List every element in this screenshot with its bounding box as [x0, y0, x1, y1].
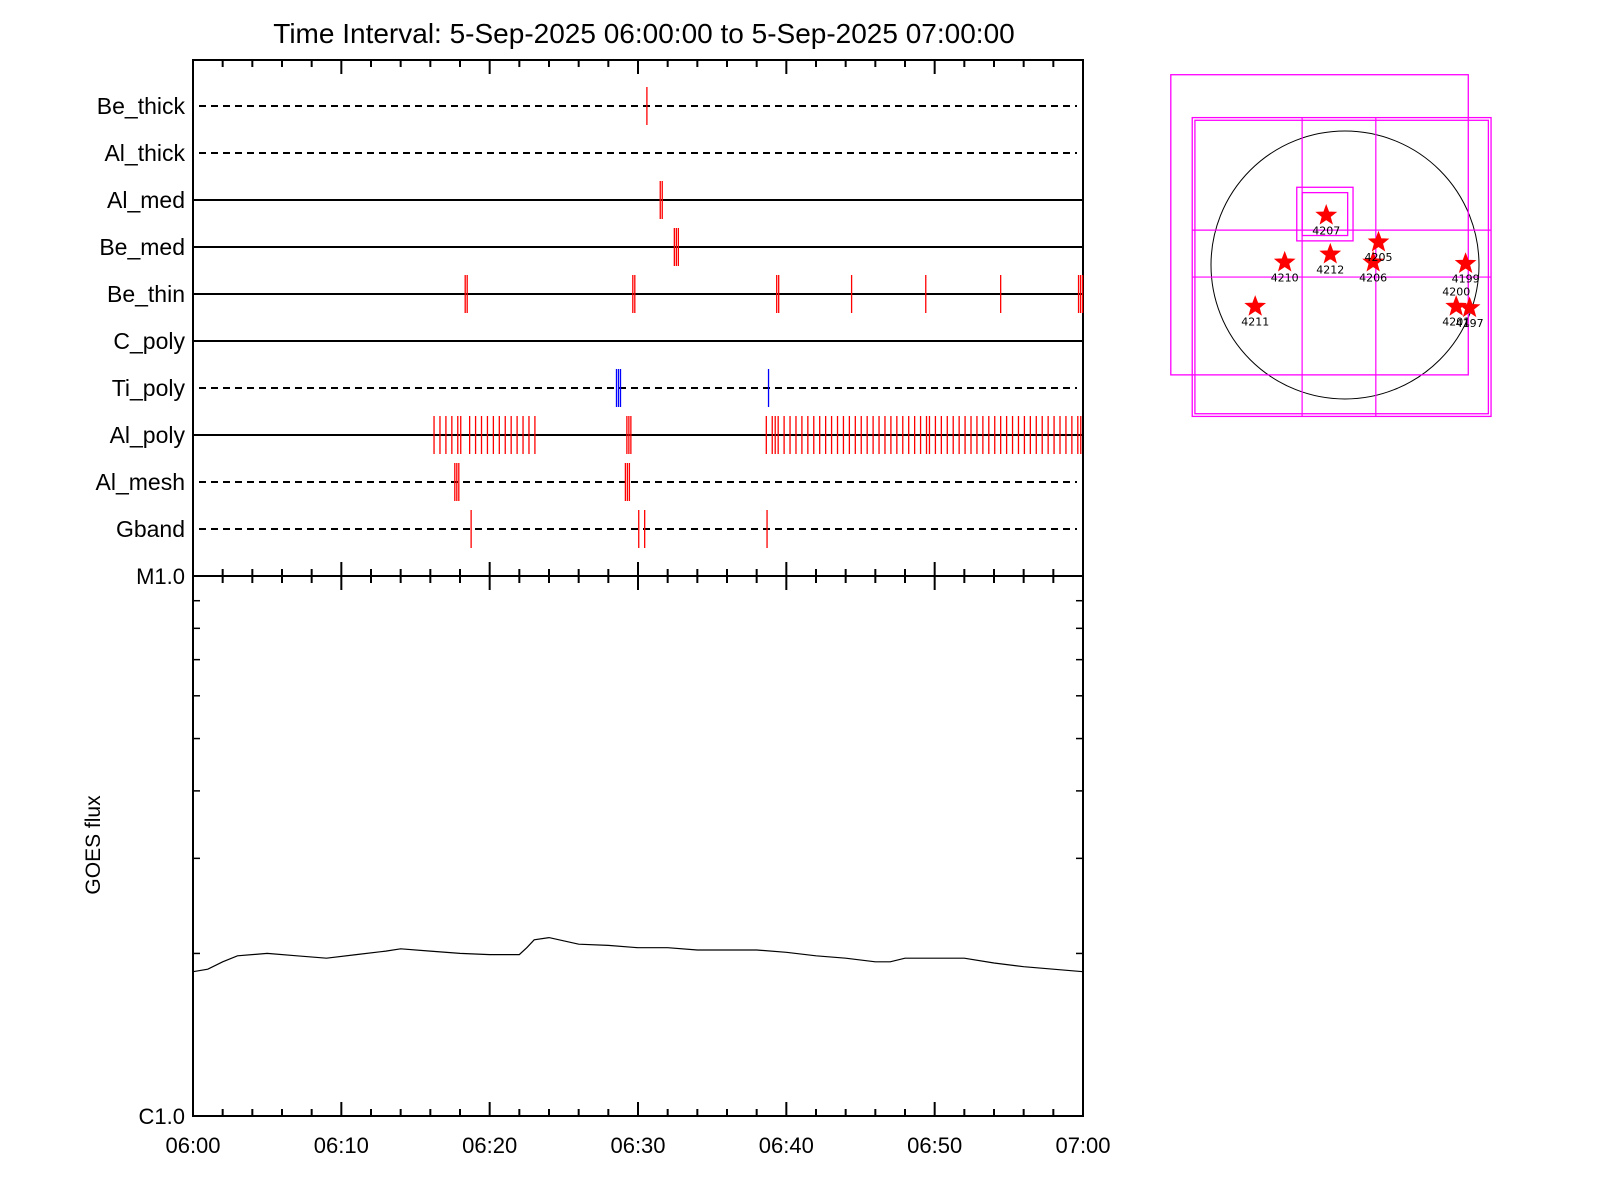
filter-row-be-thick: Be_thick	[97, 87, 1077, 125]
filter-label: Ti_poly	[112, 375, 186, 401]
active-region-label: 4197	[1456, 317, 1484, 330]
filter-row-be-med: Be_med	[99, 228, 1083, 266]
active-region-marker	[1244, 295, 1267, 316]
filter-row-c-poly: C_poly	[113, 328, 1083, 354]
filter-row-al-poly: Al_poly	[110, 416, 1083, 454]
flux-frame	[192, 575, 1084, 1117]
timeline-frame	[192, 59, 1084, 577]
filter-row-al-med: Al_med	[107, 181, 1083, 219]
pointing-box	[1194, 119, 1490, 415]
active-region-marker	[1458, 296, 1481, 318]
filter-row-al-thick: Al_thick	[104, 140, 1077, 166]
filter-label: Gband	[116, 516, 185, 542]
filter-label: Be_thin	[107, 281, 185, 307]
solar-limb	[1210, 130, 1480, 400]
active-region-label: 4207	[1312, 224, 1340, 237]
active-region-marker	[1273, 250, 1296, 272]
filter-label: Al_mesh	[96, 469, 185, 495]
active-region-label: 4210	[1271, 271, 1299, 284]
active-region-marker	[1454, 252, 1477, 273]
x-tick-label: 06:20	[462, 1133, 517, 1158]
x-tick-label: 06:10	[314, 1133, 369, 1158]
flux-line	[192, 936, 1084, 973]
active-region-label: 4199	[1452, 273, 1480, 286]
active-region-label: 4211	[1241, 316, 1269, 329]
active-region-marker	[1367, 230, 1390, 252]
y-tick-label: C1.0	[139, 1104, 185, 1129]
filter-row-ti-poly: Ti_poly	[112, 369, 1077, 407]
filter-row-al-mesh: Al_mesh	[96, 463, 1077, 501]
active-region-label: 4206	[1359, 271, 1387, 284]
active-region-label: 4201	[1442, 316, 1470, 329]
filter-label: Be_med	[99, 234, 185, 260]
active-region-marker	[1315, 203, 1338, 225]
filter-label: Al_thick	[104, 140, 185, 166]
pointing-box	[1191, 116, 1492, 418]
chart-title: Time Interval: 5-Sep-2025 06:00:00 to 5-…	[273, 18, 1014, 49]
x-tick-label: 07:00	[1055, 1133, 1110, 1158]
active-region-label: 4205	[1365, 251, 1393, 264]
filter-row-be-thin: Be_thin	[107, 275, 1084, 313]
filter-label: Al_poly	[110, 422, 186, 448]
filter-label: Be_thick	[97, 93, 186, 119]
filter-label: C_poly	[113, 328, 185, 354]
filter-timeline-panel: Be_thick Al_thick Al_med Be_med Be_thin C_pol…	[96, 59, 1084, 577]
pointing-box	[1170, 74, 1469, 376]
y-tick-label: M1.0	[136, 564, 185, 589]
pointing-box	[1296, 186, 1354, 242]
x-tick-label: 06:30	[610, 1133, 665, 1158]
x-tick-label: 06:40	[759, 1133, 814, 1158]
active-region-label: 4200	[1442, 286, 1470, 299]
filter-row-gband: Gband	[116, 510, 1077, 548]
y-axis-label: GOES flux	[82, 795, 105, 895]
active-region-marker	[1445, 295, 1468, 316]
x-tick-label: 06:00	[165, 1133, 220, 1158]
active-region-label: 4212	[1316, 263, 1344, 276]
x-tick-label: 06:50	[907, 1133, 962, 1158]
goes-flux-panel: C1.0 M1.0 06:00 06:10 06:20 06:30 06:40 06:50 07…	[82, 564, 1111, 1158]
active-region-marker	[1319, 242, 1342, 264]
filter-label: Al_med	[107, 187, 185, 213]
active-region-marker	[1362, 250, 1385, 272]
